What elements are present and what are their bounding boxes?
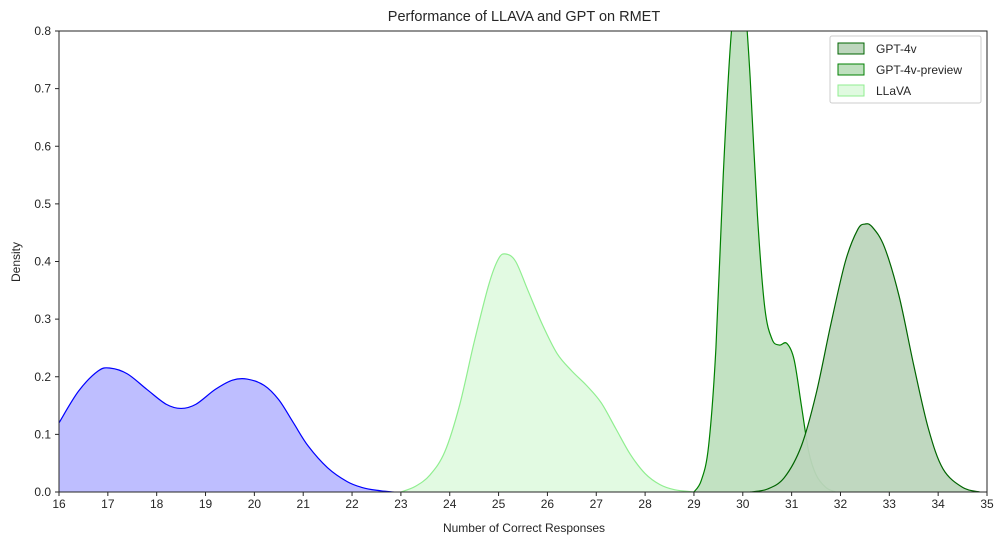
- x-tick-label: 29: [687, 497, 701, 511]
- y-tick-label: 0.3: [34, 312, 51, 326]
- x-tick-label: 32: [834, 497, 848, 511]
- x-tick-label: 28: [638, 497, 652, 511]
- y-tick-label: 0.1: [34, 427, 51, 441]
- x-tick-label: 31: [785, 497, 799, 511]
- x-tick-label: 24: [443, 497, 457, 511]
- legend-label: GPT-4v-preview: [876, 63, 962, 77]
- density-area-0: [59, 367, 394, 492]
- legend-swatch: [837, 84, 865, 97]
- density-area-2: [693, 31, 836, 492]
- x-tick-label: 18: [150, 497, 164, 511]
- y-tick-label: 0.6: [34, 139, 51, 153]
- x-tick-label: 27: [590, 497, 604, 511]
- x-tick-label: 33: [883, 497, 897, 511]
- legend-box: [829, 35, 982, 104]
- y-tick-label: 0.5: [34, 197, 51, 211]
- density-curves: [59, 31, 980, 492]
- density-line-2: [693, 31, 836, 492]
- x-tick-label: 19: [199, 497, 213, 511]
- legend-label: GPT-4v: [876, 42, 917, 56]
- legend-swatch: [837, 63, 865, 76]
- density-line-3: [750, 223, 980, 492]
- x-tick-label: 26: [541, 497, 555, 511]
- y-tick-label: 0.2: [34, 370, 51, 384]
- legend-label: LLaVA: [876, 84, 911, 98]
- y-tick-label: 0.4: [34, 255, 51, 269]
- x-tick-label: 17: [101, 497, 115, 511]
- x-axis-label: Number of Correct Responses: [443, 521, 605, 535]
- x-tick-label: 20: [248, 497, 262, 511]
- y-tick-label: 0.7: [34, 82, 51, 96]
- density-area-3: [750, 223, 980, 492]
- x-tick-label: 22: [345, 497, 359, 511]
- legend-swatch: [837, 42, 865, 55]
- x-tick-label: 30: [736, 497, 750, 511]
- legend: GPT-4v GPT-4v-preview LLaVA: [829, 35, 982, 104]
- x-axis-ticks: 16 17 18 19 20 21 22 23 24 25 26 27 28 29 30 31 32 33 34 35: [52, 492, 994, 511]
- x-tick-label: 21: [297, 497, 311, 511]
- x-tick-label: 23: [394, 497, 408, 511]
- x-tick-label: 35: [980, 497, 994, 511]
- density-area-1: [400, 253, 694, 492]
- x-tick-label: 34: [931, 497, 945, 511]
- chart-title: Performance of LLAVA and GPT on RMET: [388, 9, 661, 25]
- y-axis-ticks: 0.0 0.1 0.2 0.3 0.4 0.5 0.6 0.7 0.8: [34, 24, 59, 499]
- density-line-1: [400, 253, 695, 492]
- density-line-0: [59, 367, 394, 492]
- y-tick-label: 0.0: [34, 485, 51, 499]
- y-axis-label: Density: [9, 242, 23, 282]
- y-tick-label: 0.8: [34, 24, 51, 38]
- x-tick-label: 16: [52, 497, 66, 511]
- x-tick-label: 25: [492, 497, 506, 511]
